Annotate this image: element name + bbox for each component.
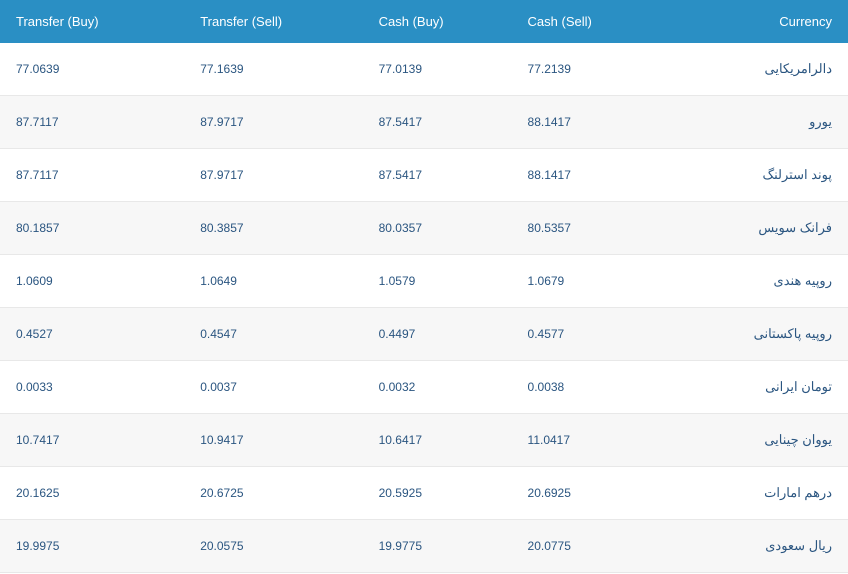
cell-cash_sell: 77.2139	[518, 43, 666, 96]
cell-cash_buy: 80.0357	[369, 202, 518, 255]
cell-transfer_buy: 0.4527	[0, 308, 190, 361]
cell-transfer_sell: 20.0575	[190, 520, 368, 573]
cell-transfer_sell: 87.9717	[190, 149, 368, 202]
cell-transfer_buy: 19.9975	[0, 520, 190, 573]
cell-transfer_sell: 87.9717	[190, 96, 368, 149]
cell-transfer_buy: 77.0639	[0, 43, 190, 96]
table-row: 10.741710.941710.641711.0417یووان چینایی	[0, 414, 848, 467]
cell-cash_buy: 1.0579	[369, 255, 518, 308]
cell-currency: روپیه پاکستانی	[665, 308, 848, 361]
cell-currency: ریال سعودی	[665, 520, 848, 573]
col-cash-sell: Cash (Sell)	[518, 0, 666, 43]
cell-currency: یووان چینایی	[665, 414, 848, 467]
exchange-rates-table: Transfer (Buy) Transfer (Sell) Cash (Buy…	[0, 0, 848, 573]
cell-transfer_sell: 77.1639	[190, 43, 368, 96]
cell-cash_sell: 20.6925	[518, 467, 666, 520]
col-cash-buy: Cash (Buy)	[369, 0, 518, 43]
header-row: Transfer (Buy) Transfer (Sell) Cash (Buy…	[0, 0, 848, 43]
cell-transfer_sell: 1.0649	[190, 255, 368, 308]
cell-transfer_buy: 80.1857	[0, 202, 190, 255]
cell-currency: دالرامریکایی	[665, 43, 848, 96]
cell-cash_sell: 88.1417	[518, 96, 666, 149]
table-row: 87.711787.971787.541788.1417یورو	[0, 96, 848, 149]
cell-currency: درهم امارات	[665, 467, 848, 520]
cell-transfer_buy: 0.0033	[0, 361, 190, 414]
cell-currency: یورو	[665, 96, 848, 149]
cell-cash_sell: 20.0775	[518, 520, 666, 573]
cell-currency: روپیه هندی	[665, 255, 848, 308]
cell-transfer_buy: 87.7117	[0, 149, 190, 202]
table-row: 0.45270.45470.44970.4577روپیه پاکستانی	[0, 308, 848, 361]
cell-transfer_buy: 10.7417	[0, 414, 190, 467]
col-transfer-buy: Transfer (Buy)	[0, 0, 190, 43]
col-transfer-sell: Transfer (Sell)	[190, 0, 368, 43]
cell-cash_buy: 10.6417	[369, 414, 518, 467]
cell-cash_buy: 0.4497	[369, 308, 518, 361]
col-currency: Currency	[665, 0, 848, 43]
cell-transfer_sell: 0.0037	[190, 361, 368, 414]
cell-cash_buy: 19.9775	[369, 520, 518, 573]
table-row: 1.06091.06491.05791.0679روپیه هندی	[0, 255, 848, 308]
cell-cash_buy: 0.0032	[369, 361, 518, 414]
cell-currency: پوند استرلنگ	[665, 149, 848, 202]
table-row: 19.997520.057519.977520.0775ریال سعودی	[0, 520, 848, 573]
cell-currency: تومان ایرانی	[665, 361, 848, 414]
table-body: 77.063977.163977.013977.2139دالرامریکایی…	[0, 43, 848, 573]
table-row: 87.711787.971787.541788.1417پوند استرلنگ	[0, 149, 848, 202]
table-row: 80.185780.385780.035780.5357فرانک سویس	[0, 202, 848, 255]
table-row: 77.063977.163977.013977.2139دالرامریکایی	[0, 43, 848, 96]
cell-cash_buy: 87.5417	[369, 149, 518, 202]
cell-currency: فرانک سویس	[665, 202, 848, 255]
cell-cash_buy: 77.0139	[369, 43, 518, 96]
cell-cash_sell: 0.4577	[518, 308, 666, 361]
cell-cash_buy: 87.5417	[369, 96, 518, 149]
table-row: 0.00330.00370.00320.0038تومان ایرانی	[0, 361, 848, 414]
table-header: Transfer (Buy) Transfer (Sell) Cash (Buy…	[0, 0, 848, 43]
cell-cash_sell: 0.0038	[518, 361, 666, 414]
cell-transfer_buy: 20.1625	[0, 467, 190, 520]
cell-transfer_sell: 20.6725	[190, 467, 368, 520]
cell-transfer_sell: 0.4547	[190, 308, 368, 361]
cell-transfer_buy: 1.0609	[0, 255, 190, 308]
cell-cash_sell: 88.1417	[518, 149, 666, 202]
cell-transfer_sell: 10.9417	[190, 414, 368, 467]
cell-transfer_buy: 87.7117	[0, 96, 190, 149]
cell-cash_buy: 20.5925	[369, 467, 518, 520]
cell-cash_sell: 80.5357	[518, 202, 666, 255]
cell-transfer_sell: 80.3857	[190, 202, 368, 255]
table-row: 20.162520.672520.592520.6925درهم امارات	[0, 467, 848, 520]
cell-cash_sell: 1.0679	[518, 255, 666, 308]
cell-cash_sell: 11.0417	[518, 414, 666, 467]
